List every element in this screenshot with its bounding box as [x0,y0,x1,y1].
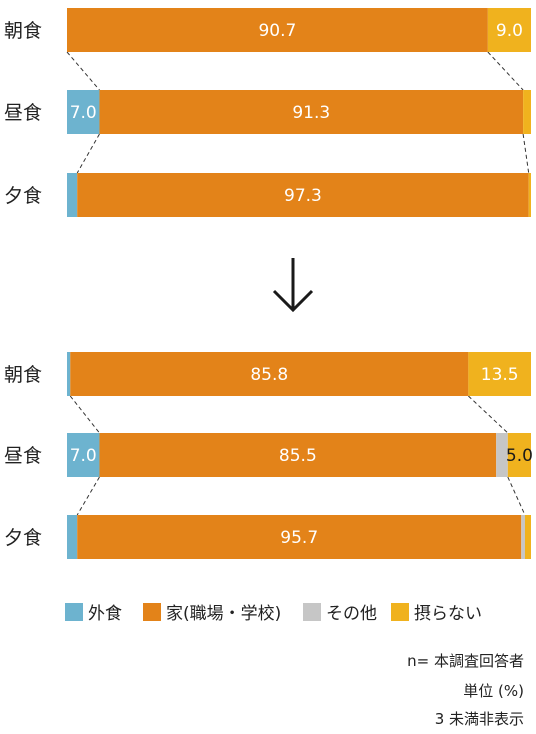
category-label: 昼食 [4,102,42,124]
category-label: 朝食 [4,364,42,386]
category-label: 夕食 [4,185,42,207]
bar-segment [496,433,508,477]
arrow-head [272,289,314,313]
bars: 90.7 9.0 7.0 91.3 97.3 85.8 13.5 7.0 85.5 5.0 95.7 [67,8,533,559]
bar-segment [507,433,531,477]
bar-segment [528,173,531,217]
connector-line [507,476,526,516]
bar-segment [67,8,488,52]
bar-segment [99,433,497,477]
data-label: 97.3 [284,186,322,206]
note-unit: 単位 (%) [463,682,524,700]
data-label: 85.5 [279,446,317,466]
note-respondents: n= 本調査回答者 [407,652,524,670]
data-label: 7.0 [70,446,97,466]
data-label: 9.0 [496,21,523,41]
data-label: 85.8 [250,365,288,385]
bar-segment [99,90,524,134]
category-label: 朝食 [4,20,42,42]
data-label: 90.7 [258,21,296,41]
legend-label: 外食 [88,604,122,624]
legend-label: 摂らない [414,604,482,624]
connector-line [66,51,100,91]
legend-label: その他 [326,604,377,624]
bar-segment [468,352,531,396]
bar-segment [70,352,469,396]
legend-swatch [143,603,161,621]
bar-segment [67,433,100,477]
data-label: 95.7 [280,528,318,548]
legend-swatch [391,603,409,621]
bar-segment [77,515,522,559]
legend: 外食 家(職場・学校) その他 摂らない [65,603,482,624]
connector-line [487,51,524,91]
bar-segment [67,352,71,396]
bar-segment [77,173,529,217]
bar-segment [524,515,531,559]
legend-swatch [65,603,83,621]
legend-swatch [303,603,321,621]
connector-line [522,133,530,174]
bar-segment [67,515,78,559]
data-label: 13.5 [481,365,519,385]
data-label: 91.3 [292,103,330,123]
connector-line [69,395,100,434]
category-label: 昼食 [4,445,42,467]
connector-line [76,476,100,516]
bar-segment [487,8,531,52]
note-threshold: 3 未満非表示 [434,710,524,728]
bar-segment [521,515,525,559]
bar-segment [67,173,78,217]
connector-lines [66,51,530,516]
connector-line [76,133,100,174]
legend-label: 家(職場・学校) [166,604,281,624]
bar-segment [67,90,100,134]
down-arrow-icon [272,258,314,313]
bar-segment [523,90,531,134]
connector-line [468,395,509,434]
data-label: 5.0 [506,446,533,466]
category-label: 夕食 [4,527,42,549]
data-label: 7.0 [70,103,97,123]
